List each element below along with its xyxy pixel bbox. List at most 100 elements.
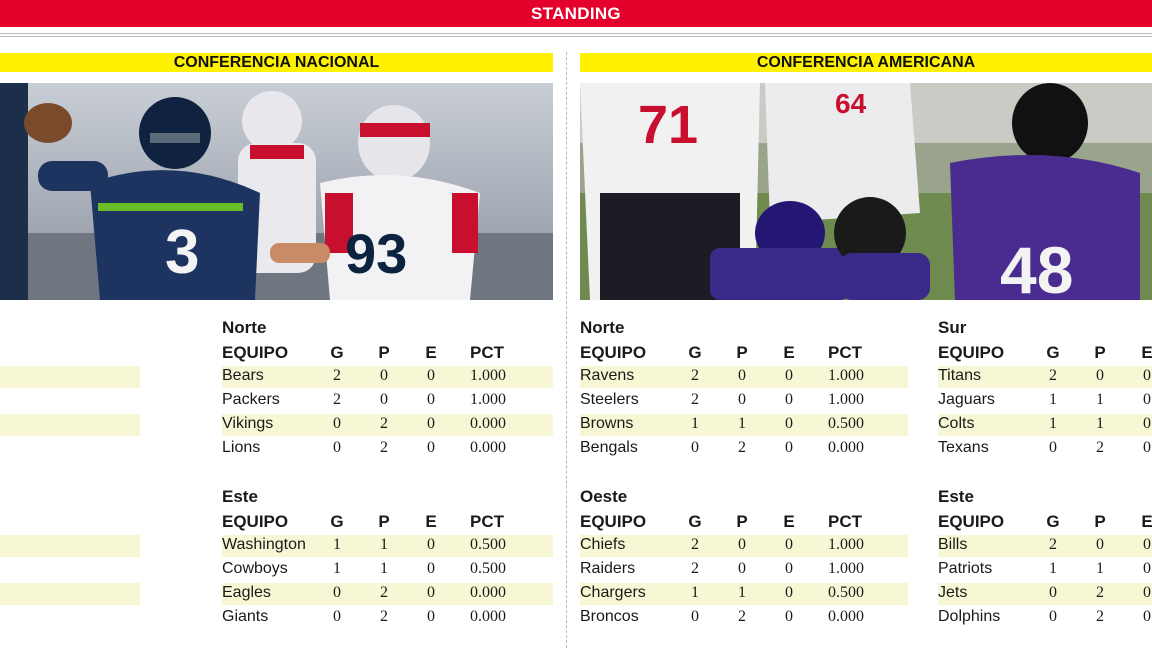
column-header: G xyxy=(1046,343,1060,362)
stat-g: 1 xyxy=(1049,415,1057,432)
standing-title: STANDING xyxy=(531,4,621,23)
row-stripe xyxy=(0,583,140,605)
team-name: Jaguars xyxy=(938,391,995,408)
team-name: Colts xyxy=(938,415,975,432)
team-name: Washington xyxy=(222,536,306,553)
stat-pct: 1.000 xyxy=(828,391,864,408)
stat-p: 2 xyxy=(1096,608,1104,625)
stat-pct: 0.000 xyxy=(470,584,506,601)
stat-p: 0 xyxy=(738,367,746,384)
stat-g: 2 xyxy=(691,536,699,553)
division-title: Este xyxy=(222,487,258,506)
column-header: P xyxy=(1094,343,1106,362)
svg-text:3: 3 xyxy=(165,218,199,287)
stat-g: 0 xyxy=(333,584,341,601)
svg-text:71: 71 xyxy=(638,95,698,155)
row-stripe xyxy=(222,414,553,436)
ravens-vs-texans-photo: 71 64 48 xyxy=(580,83,1152,300)
stat-p: 0 xyxy=(1096,536,1104,553)
stat-g: 1 xyxy=(333,536,341,553)
column-header: G xyxy=(330,343,344,362)
team-name: Bengals xyxy=(580,439,638,456)
team-name: Packers xyxy=(222,391,280,408)
stat-pct: 0.000 xyxy=(470,608,506,625)
division-title: Este xyxy=(938,487,974,506)
stat-e: 0 xyxy=(1143,439,1151,456)
stat-e: 0 xyxy=(427,415,435,432)
stat-p: 1 xyxy=(1096,415,1104,432)
stat-e: 0 xyxy=(1143,415,1151,432)
team-name: Texans xyxy=(938,439,989,456)
stat-e: 0 xyxy=(427,536,435,553)
svg-text:93: 93 xyxy=(345,222,407,285)
stat-g: 2 xyxy=(1049,367,1057,384)
stat-p: 2 xyxy=(738,439,746,456)
column-header: P xyxy=(378,343,390,362)
division-title: Norte xyxy=(580,318,625,337)
stat-g: 2 xyxy=(691,391,699,408)
stat-e: 0 xyxy=(427,560,435,577)
stat-p: 0 xyxy=(380,367,388,384)
stat-p: 0 xyxy=(738,391,746,408)
column-header: G xyxy=(688,343,702,362)
stat-p: 2 xyxy=(380,439,388,456)
stat-pct: 0.500 xyxy=(470,536,506,553)
stat-pct: 0.500 xyxy=(828,415,864,432)
row-stripe xyxy=(222,583,553,605)
stat-p: 1 xyxy=(380,536,388,553)
stat-pct: 0.000 xyxy=(470,439,506,456)
stat-e: 0 xyxy=(785,367,793,384)
top-rule xyxy=(0,33,1152,34)
column-header: EQUIPO xyxy=(222,512,289,531)
row-stripe xyxy=(222,366,553,388)
row-stripe xyxy=(580,414,908,436)
team-name: Broncos xyxy=(580,608,639,625)
column-header: EQUIPO xyxy=(580,343,647,362)
stat-e: 0 xyxy=(785,608,793,625)
stat-g: 2 xyxy=(691,560,699,577)
stat-pct: 0.500 xyxy=(828,584,864,601)
stat-g: 0 xyxy=(1049,584,1057,601)
stat-p: 0 xyxy=(1096,367,1104,384)
stat-e: 0 xyxy=(785,439,793,456)
stat-pct: 0.000 xyxy=(470,415,506,432)
standing-banner: STANDING xyxy=(0,0,1152,27)
team-name: Bears xyxy=(222,367,264,384)
stat-e: 0 xyxy=(427,367,435,384)
column-header: G xyxy=(1046,512,1060,531)
team-name: Browns xyxy=(580,415,634,432)
team-name: Ravens xyxy=(580,367,635,384)
division-title: Norte xyxy=(222,318,267,337)
column-header: PCT xyxy=(470,512,504,531)
stat-g: 0 xyxy=(1049,608,1057,625)
stat-p: 1 xyxy=(1096,560,1104,577)
column-header: E xyxy=(783,343,795,362)
column-header: EQUIPO xyxy=(222,343,289,362)
stat-e: 0 xyxy=(427,391,435,408)
stat-e: 0 xyxy=(1143,536,1151,553)
column-header: PCT xyxy=(470,343,504,362)
team-name: Patriots xyxy=(938,560,993,577)
column-header: P xyxy=(736,343,748,362)
conference-divider xyxy=(566,52,567,648)
stat-e: 0 xyxy=(1143,560,1151,577)
column-header: EQUIPO xyxy=(938,512,1005,531)
stat-g: 1 xyxy=(691,584,699,601)
stat-pct: 1.000 xyxy=(828,367,864,384)
row-stripe xyxy=(580,535,908,557)
stat-e: 0 xyxy=(1143,391,1151,408)
stat-g: 0 xyxy=(691,608,699,625)
stat-e: 0 xyxy=(427,608,435,625)
stat-pct: 1.000 xyxy=(470,391,506,408)
stat-e: 0 xyxy=(785,415,793,432)
stat-e: 0 xyxy=(427,584,435,601)
row-stripe xyxy=(580,366,908,388)
stat-g: 0 xyxy=(333,439,341,456)
seahawks-vs-patriots-photo: 3 93 xyxy=(0,83,553,300)
stat-g: 1 xyxy=(1049,560,1057,577)
stat-p: 2 xyxy=(380,608,388,625)
column-header: E xyxy=(783,512,795,531)
column-header: EQUIPO xyxy=(580,512,647,531)
stat-p: 2 xyxy=(738,608,746,625)
stat-pct: 1.000 xyxy=(828,536,864,553)
